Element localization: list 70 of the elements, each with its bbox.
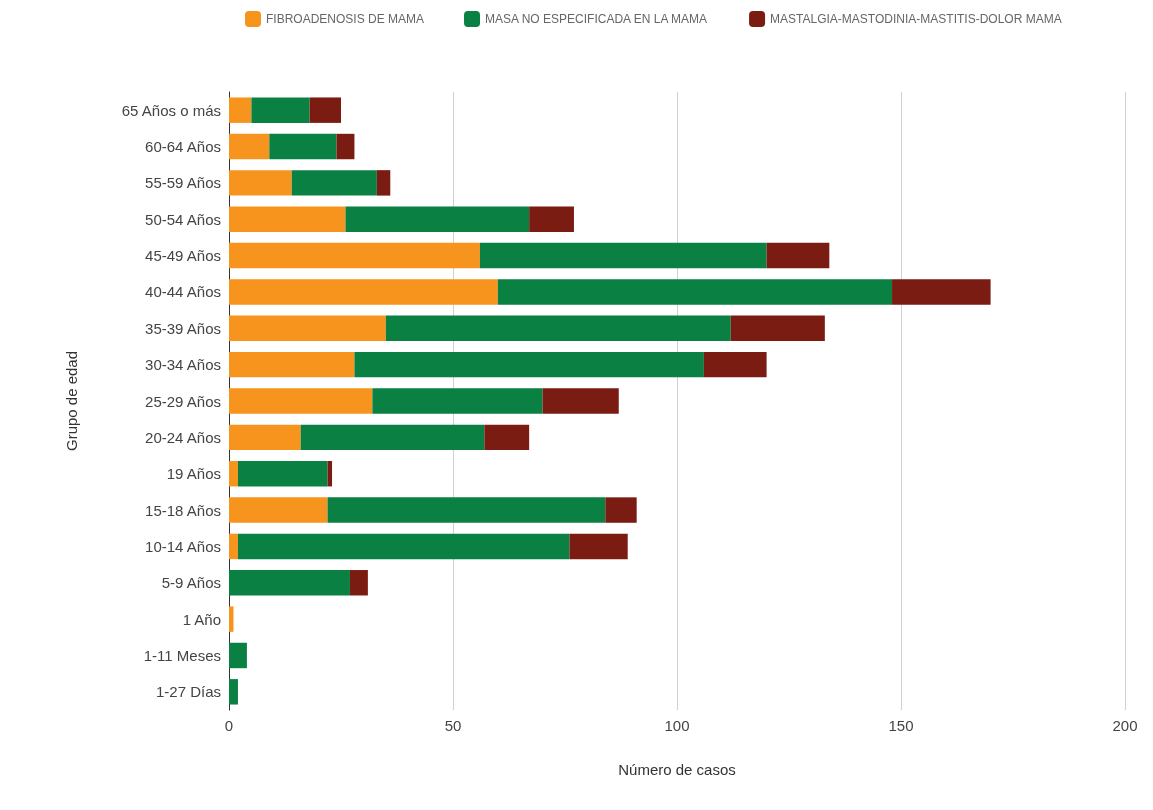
y-axis-title: Grupo de edad	[63, 350, 80, 452]
bar	[229, 460, 238, 487]
bar	[229, 533, 238, 560]
bar	[229, 497, 328, 523]
bar	[703, 351, 767, 378]
y-tick-label: 65 Años o más	[121, 101, 221, 119]
y-tick-label: 5-9 Años	[161, 574, 221, 592]
x-axis-title: Número de casos	[618, 761, 736, 778]
y-tick-label: 19 Años	[166, 465, 221, 483]
bar	[229, 315, 386, 342]
bar	[309, 97, 341, 123]
bar	[229, 133, 270, 160]
bar	[385, 315, 731, 342]
bar	[229, 97, 252, 123]
x-tick-label: 150	[888, 717, 914, 734]
bar	[605, 497, 637, 523]
bar	[479, 242, 767, 269]
y-tick-label: 50-54 Años	[145, 210, 221, 228]
y-tick-label: 25-29 Años	[145, 392, 221, 410]
bar	[484, 424, 530, 451]
bar	[327, 497, 606, 523]
bar	[300, 424, 485, 451]
bar	[229, 570, 350, 596]
x-tick-label: 100	[664, 717, 690, 734]
bar	[345, 206, 530, 232]
bar	[529, 206, 574, 232]
bar	[229, 606, 234, 632]
y-tick-label: 30-34 Años	[145, 356, 221, 374]
y-tick-label: 35-39 Años	[145, 319, 221, 337]
bar	[542, 388, 619, 414]
bar	[229, 279, 498, 305]
bar	[229, 242, 480, 269]
bar	[376, 170, 391, 196]
bar	[237, 460, 328, 487]
bar	[237, 533, 570, 560]
bar	[569, 533, 628, 560]
bar	[336, 133, 355, 160]
bar	[354, 351, 704, 378]
bar	[730, 315, 825, 342]
y-tick-label: 20-24 Años	[145, 428, 221, 446]
y-tick-label: 1-27 Días	[155, 683, 221, 701]
y-tick-label: 1-11 Meses	[143, 646, 221, 664]
bar	[269, 133, 337, 160]
bar	[766, 242, 830, 269]
bar	[892, 279, 991, 305]
bar	[229, 424, 301, 451]
bar	[251, 97, 310, 123]
legend-label: MASA NO ESPECIFICADA EN LA MAMA	[485, 12, 708, 26]
bar	[229, 351, 355, 378]
legend-label: FIBROADENOSIS DE MAMA	[266, 12, 425, 26]
y-tick-label: 40-44 Años	[145, 283, 221, 301]
bar	[349, 570, 368, 596]
y-tick-label: 10-14 Años	[145, 537, 221, 555]
y-tick-label: 60-64 Años	[145, 138, 221, 156]
bar	[372, 388, 543, 414]
bar	[229, 388, 373, 414]
bar	[291, 170, 377, 196]
bar	[229, 642, 247, 669]
bar	[229, 206, 346, 232]
bar	[229, 170, 292, 196]
legend-label: MASTALGIA-MASTODINIA-MASTITIS-DOLOR MAMA	[770, 12, 1062, 26]
x-tick-label: 200	[1112, 717, 1138, 734]
x-tick-label: 50	[444, 717, 462, 734]
y-tick-label: 45-49 Años	[145, 247, 221, 265]
y-tick-label: 1 Año	[182, 610, 221, 628]
y-tick-label: 55-59 Años	[145, 174, 221, 192]
y-tick-label: 15-18 Años	[145, 501, 221, 519]
x-tick-label: 0	[224, 717, 234, 734]
bar	[229, 679, 238, 705]
bar	[497, 279, 893, 305]
